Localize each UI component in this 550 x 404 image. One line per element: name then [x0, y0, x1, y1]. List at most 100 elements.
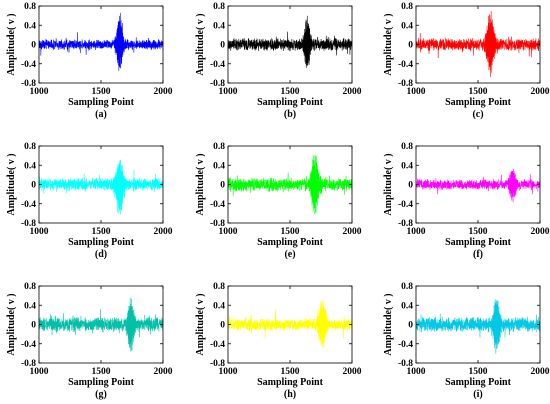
y-tick-label: -0.4 — [21, 200, 36, 210]
y-tick-label: 0.4 — [24, 301, 36, 311]
y-tick-label: 0 — [408, 321, 413, 331]
subplot-caption: (i) — [473, 389, 482, 400]
y-tick-label: 0.8 — [24, 142, 36, 152]
x-tick-label: 1500 — [92, 367, 111, 377]
y-tick-label: 0.8 — [401, 282, 413, 292]
x-tick-label: 1000 — [407, 227, 426, 237]
x-tick-label: 1000 — [407, 367, 426, 377]
x-tick-label: 1500 — [281, 87, 300, 97]
y-tick-label: 0.4 — [401, 21, 413, 31]
y-axis-label: Amplitude( v ) — [6, 13, 17, 75]
subplot-h: -0.8 -0.4 0 0.4 0.8 1000 1500 2000 Sampling Poin… — [195, 282, 362, 400]
x-tick-label: 1000 — [219, 87, 238, 97]
subplot-i: -0.8 -0.4 0 0.4 0.8 1000 1500 2000 Sampling Poin… — [383, 282, 550, 400]
y-tick-label: 0 — [220, 181, 225, 191]
y-tick-label: 0.4 — [213, 301, 225, 311]
x-tick-label: 1000 — [407, 87, 426, 97]
x-axis-label: Sampling Point — [68, 377, 135, 388]
subplot-a: -0.8 -0.4 0 0.4 0.8 1000 1500 2000 Sampling Poin… — [6, 2, 173, 120]
y-axis-label: Amplitude( v ) — [383, 13, 394, 75]
y-tick-label: -0.8 — [21, 359, 36, 369]
signal-line — [38, 159, 164, 215]
x-tick-label: 2000 — [531, 227, 550, 237]
y-tick-label: 0 — [31, 181, 36, 191]
y-tick-label: 0 — [31, 321, 36, 331]
x-tick-label: 1000 — [219, 367, 238, 377]
subplot-caption: (e) — [284, 249, 295, 260]
y-tick-label: 0.4 — [24, 161, 36, 171]
y-tick-label: 0 — [408, 181, 413, 191]
y-tick-label: 0.8 — [401, 2, 413, 12]
y-tick-label: 0 — [220, 41, 225, 51]
y-tick-label: 0 — [408, 41, 413, 51]
x-axis-label: Sampling Point — [257, 377, 324, 388]
x-axis-label: Sampling Point — [445, 237, 512, 248]
x-tick-label: 1500 — [469, 87, 488, 97]
subplot-f: -0.8 -0.4 0 0.4 0.8 1000 1500 2000 Sampling Poin… — [383, 142, 550, 260]
y-tick-label: 0.8 — [213, 142, 225, 152]
x-tick-label: 1000 — [219, 227, 238, 237]
x-tick-label: 1500 — [281, 227, 300, 237]
subplot-caption: (d) — [95, 249, 107, 260]
signal-line — [227, 15, 353, 68]
signal-line — [227, 154, 353, 215]
subplot-caption: (g) — [95, 389, 107, 400]
subplot-b: -0.8 -0.4 0 0.4 0.8 1000 1500 2000 Sampling Poin… — [195, 2, 362, 120]
x-tick-label: 1500 — [92, 227, 111, 237]
y-tick-label: -0.8 — [210, 79, 225, 89]
x-tick-label: 2000 — [154, 227, 173, 237]
x-tick-label: 2000 — [343, 227, 362, 237]
signal-line — [38, 12, 164, 71]
x-tick-label: 1500 — [469, 227, 488, 237]
y-tick-label: 0.8 — [213, 2, 225, 12]
y-tick-label: 0.8 — [401, 142, 413, 152]
signal-line — [227, 300, 353, 349]
y-tick-label: -0.4 — [398, 60, 413, 70]
x-axis-label: Sampling Point — [68, 237, 135, 248]
y-axis-label: Amplitude( v ) — [195, 13, 206, 75]
y-axis-label: Amplitude( v ) — [383, 293, 394, 355]
y-axis-label: Amplitude( v ) — [383, 153, 394, 215]
y-tick-label: -0.4 — [21, 60, 36, 70]
x-tick-label: 2000 — [343, 367, 362, 377]
y-tick-label: -0.4 — [210, 340, 225, 350]
signal-line — [415, 10, 541, 78]
subplot-d: -0.8 -0.4 0 0.4 0.8 1000 1500 2000 Sampling Poin… — [6, 142, 173, 260]
x-axis-label: Sampling Point — [257, 237, 324, 248]
x-tick-label: 1000 — [30, 367, 49, 377]
x-tick-label: 2000 — [154, 87, 173, 97]
y-tick-label: 0.8 — [24, 282, 36, 292]
x-tick-label: 1500 — [281, 367, 300, 377]
subplot-caption: (h) — [284, 389, 296, 400]
subplot-caption: (b) — [284, 109, 296, 120]
y-tick-label: 0.4 — [213, 21, 225, 31]
x-axis-label: Sampling Point — [257, 97, 324, 108]
y-tick-label: -0.4 — [398, 340, 413, 350]
y-axis-label: Amplitude( v ) — [6, 293, 17, 355]
y-tick-label: 0 — [220, 321, 225, 331]
x-tick-label: 2000 — [154, 367, 173, 377]
y-tick-label: -0.8 — [21, 219, 36, 229]
y-tick-label: 0.4 — [401, 161, 413, 171]
y-tick-label: -0.8 — [398, 79, 413, 89]
y-tick-label: 0 — [31, 41, 36, 51]
x-axis-label: Sampling Point — [445, 377, 512, 388]
subplot-caption: (f) — [473, 249, 483, 260]
y-tick-label: -0.8 — [21, 79, 36, 89]
y-tick-label: -0.4 — [210, 60, 225, 70]
x-axis-label: Sampling Point — [68, 97, 135, 108]
signal-line — [38, 297, 164, 352]
y-tick-label: 0.8 — [213, 282, 225, 292]
y-tick-label: -0.8 — [210, 359, 225, 369]
y-axis-label: Amplitude( v ) — [195, 153, 206, 215]
x-tick-label: 2000 — [531, 87, 550, 97]
subplot-g: -0.8 -0.4 0 0.4 0.8 1000 1500 2000 Sampling Poin… — [6, 282, 173, 400]
x-tick-label: 1000 — [30, 227, 49, 237]
y-tick-label: -0.4 — [210, 200, 225, 210]
x-tick-label: 1500 — [92, 87, 111, 97]
subplot-e: -0.8 -0.4 0 0.4 0.8 1000 1500 2000 Sampling Poin… — [195, 142, 362, 260]
subplot-caption: (c) — [472, 109, 483, 120]
y-tick-label: 0.4 — [401, 301, 413, 311]
